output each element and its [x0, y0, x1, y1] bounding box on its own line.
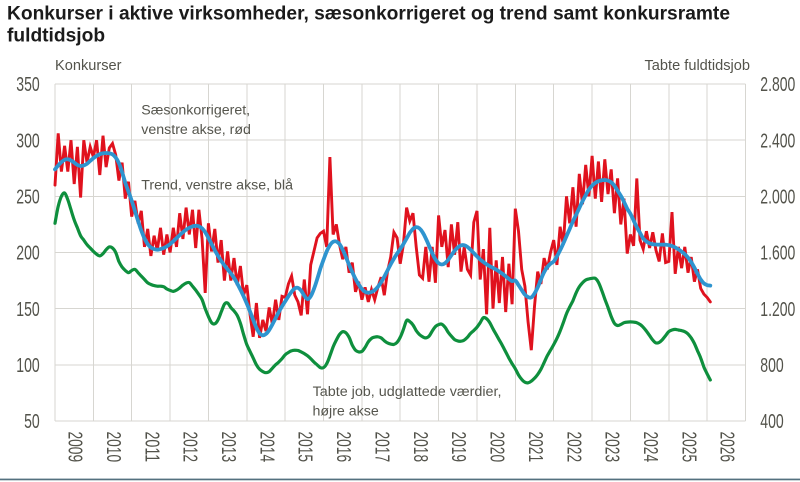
svg-text:2022: 2022	[562, 432, 584, 463]
svg-text:2014: 2014	[255, 432, 277, 463]
svg-text:fuldtidsjob: fuldtidsjob	[7, 26, 105, 47]
svg-text:2017: 2017	[371, 432, 393, 463]
svg-text:50: 50	[24, 411, 40, 433]
svg-text:2023: 2023	[601, 432, 623, 463]
svg-text:2016: 2016	[332, 432, 354, 463]
svg-text:Tabte fuldtidsjob: Tabte fuldtidsjob	[645, 58, 750, 74]
svg-text:2.800: 2.800	[760, 74, 795, 96]
svg-text:højre akse: højre akse	[313, 404, 379, 420]
svg-text:350: 350	[16, 74, 39, 96]
svg-text:1.200: 1.200	[760, 299, 795, 321]
svg-text:2025: 2025	[677, 432, 699, 463]
svg-text:150: 150	[16, 299, 39, 321]
svg-text:400: 400	[760, 411, 783, 433]
svg-text:300: 300	[16, 130, 39, 152]
svg-text:100: 100	[16, 355, 39, 377]
svg-text:Konkurser: Konkurser	[55, 58, 122, 74]
svg-text:Trend, venstre akse, blå: Trend, venstre akse, blå	[141, 177, 293, 193]
svg-text:2010: 2010	[102, 432, 124, 463]
svg-text:2009: 2009	[64, 432, 86, 463]
svg-text:2021: 2021	[524, 432, 546, 463]
svg-text:1.600: 1.600	[760, 243, 795, 265]
svg-text:2018: 2018	[409, 432, 431, 463]
svg-text:2.400: 2.400	[760, 130, 795, 152]
svg-text:2019: 2019	[447, 432, 469, 463]
svg-text:venstre akse, rød: venstre akse, rød	[141, 122, 251, 138]
svg-text:2020: 2020	[486, 432, 508, 463]
svg-text:Tabte job, udglattede værdier,: Tabte job, udglattede værdier,	[313, 384, 502, 400]
svg-text:Sæsonkorrigeret,: Sæsonkorrigeret,	[141, 102, 250, 118]
svg-text:2015: 2015	[294, 432, 316, 463]
svg-text:2024: 2024	[639, 432, 661, 463]
svg-text:2013: 2013	[217, 432, 239, 463]
svg-text:2026: 2026	[716, 432, 738, 463]
svg-text:2.000: 2.000	[760, 187, 795, 209]
svg-text:2012: 2012	[179, 432, 201, 463]
svg-text:250: 250	[16, 187, 39, 209]
svg-text:Konkurser i aktive virksomhede: Konkurser i aktive virksomheder, sæsonko…	[7, 4, 730, 25]
svg-text:2011: 2011	[140, 432, 162, 463]
svg-text:800: 800	[760, 355, 783, 377]
svg-text:200: 200	[16, 243, 39, 265]
